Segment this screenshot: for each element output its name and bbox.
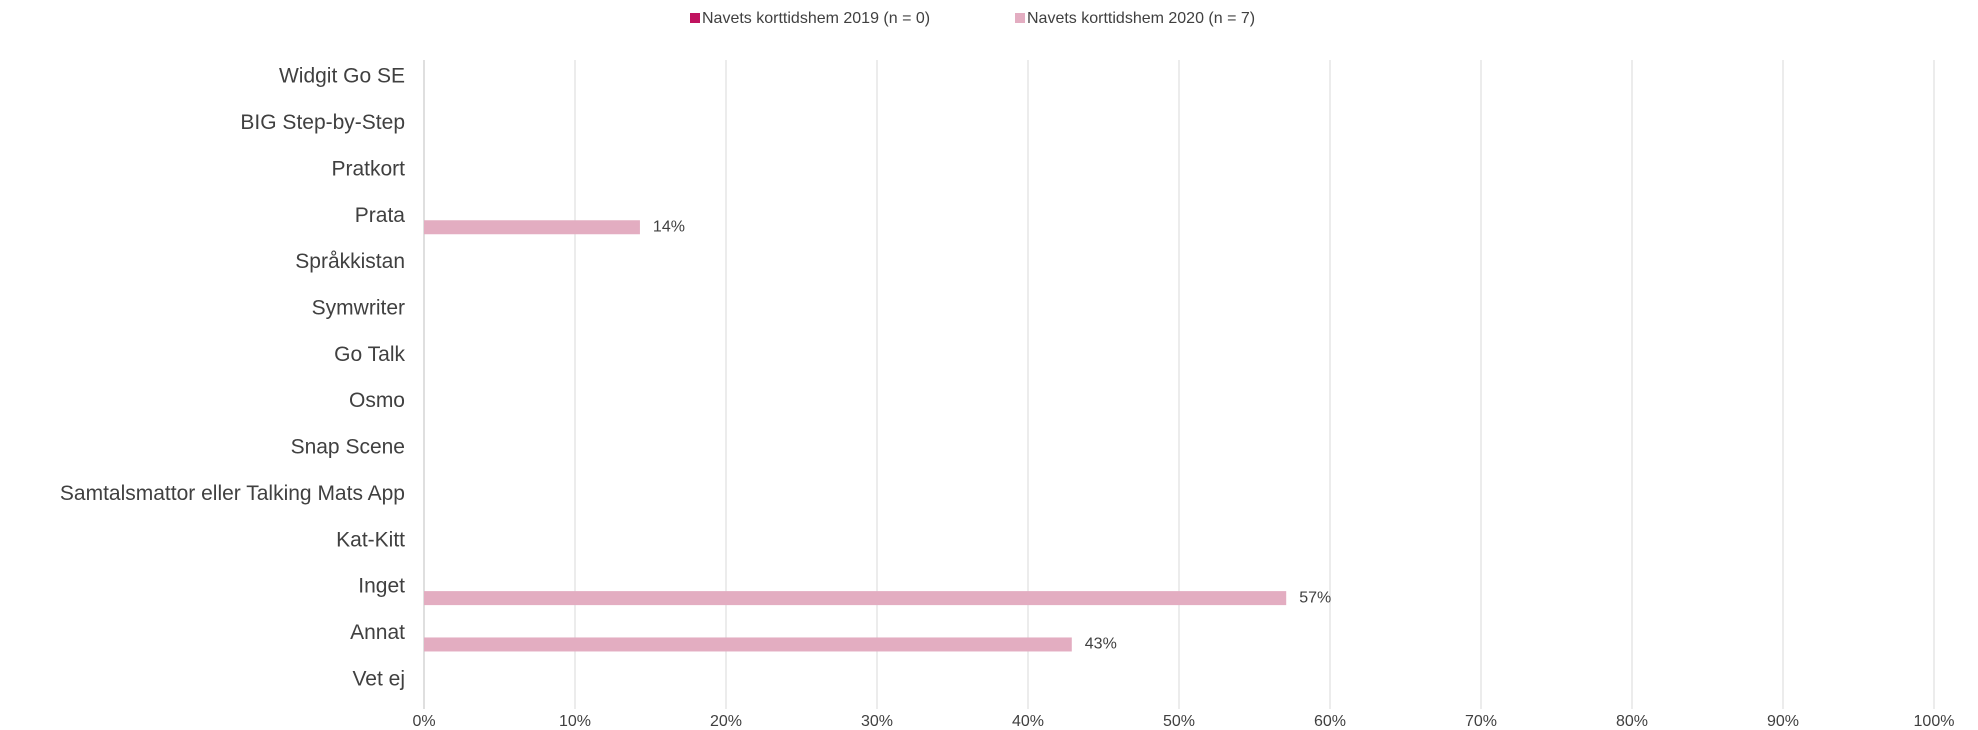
- y-tick-label: Annat: [350, 621, 405, 644]
- y-tick-label: BIG Step-by-Step: [240, 111, 405, 134]
- y-tick-label: Symwriter: [312, 297, 405, 320]
- y-tick-label: Widgit Go SE: [279, 65, 405, 88]
- data-label: 43%: [1085, 636, 1117, 653]
- data-label: 14%: [653, 218, 685, 235]
- legend-label: Navets korttidshem 2020 (n = 7): [1027, 10, 1255, 27]
- y-tick-label: Språkkistan: [295, 250, 405, 273]
- y-tick-label: Inget: [358, 575, 405, 598]
- y-tick-label: Kat-Kitt: [336, 528, 405, 551]
- y-tick-label: Samtalsmattor eller Talking Mats App: [60, 482, 405, 505]
- y-tick-label: Osmo: [349, 389, 405, 412]
- bar: [424, 591, 1287, 606]
- x-tick-label: 60%: [1314, 713, 1346, 730]
- x-tick-label: 80%: [1616, 713, 1648, 730]
- data-label: 57%: [1299, 589, 1331, 606]
- legend-swatch: [690, 13, 700, 23]
- y-tick-label: Go Talk: [334, 343, 405, 366]
- legend-label: Navets korttidshem 2019 (n = 0): [702, 10, 930, 27]
- y-tick-label: Prata: [355, 204, 406, 227]
- x-tick-label: 0%: [412, 713, 435, 730]
- y-tick-label: Vet ej: [352, 667, 405, 690]
- x-tick-label: 70%: [1465, 713, 1497, 730]
- x-tick-label: 40%: [1012, 713, 1044, 730]
- x-tick-label: 100%: [1914, 713, 1955, 730]
- y-tick-label: Snap Scene: [291, 436, 405, 459]
- legend-swatch: [1015, 13, 1025, 23]
- bar: [424, 220, 640, 235]
- x-tick-label: 90%: [1767, 713, 1799, 730]
- y-tick-label: Pratkort: [331, 157, 405, 180]
- x-tick-label: 50%: [1163, 713, 1195, 730]
- bar: [424, 637, 1072, 652]
- x-tick-label: 30%: [861, 713, 893, 730]
- x-tick-label: 10%: [559, 713, 591, 730]
- x-tick-label: 20%: [710, 713, 742, 730]
